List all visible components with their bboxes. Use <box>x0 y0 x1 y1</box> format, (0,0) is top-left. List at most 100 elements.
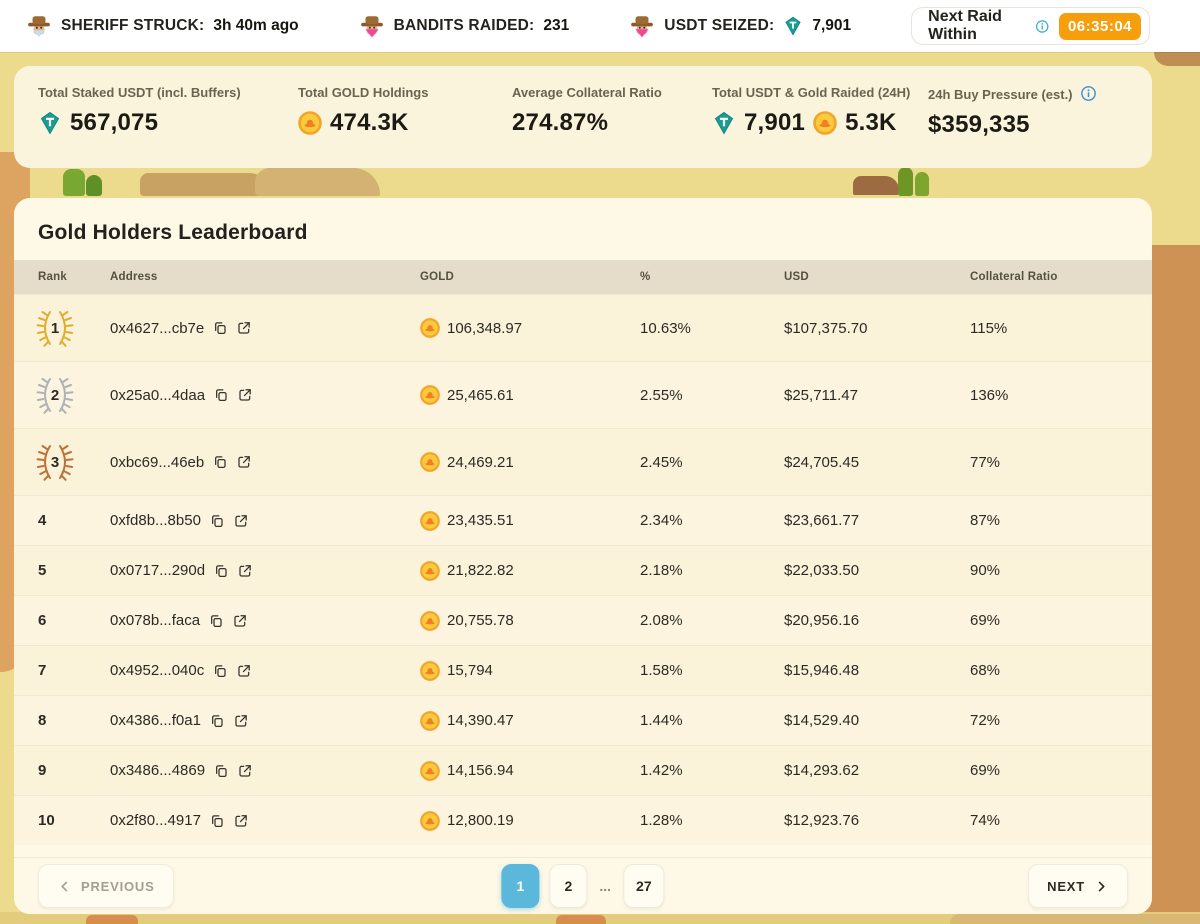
usd-cell: $15,946.48 <box>784 662 860 679</box>
cactus <box>63 169 85 196</box>
copy-icon[interactable] <box>212 320 228 336</box>
copy-icon[interactable] <box>208 613 224 629</box>
copy-icon[interactable] <box>213 563 229 579</box>
usd-cell: $23,661.77 <box>784 512 860 529</box>
collateral-ratio-cell: 136% <box>970 386 1009 404</box>
rank-number: 7 <box>38 662 47 679</box>
page-button[interactable]: 2 <box>549 864 588 908</box>
table-row: 7 0x4952...040c 15,794 1.58% $15,946.48 … <box>14 645 1152 695</box>
usdt-icon <box>38 111 62 135</box>
col-header-rank: Rank <box>38 271 67 283</box>
usd-cell: $24,705.45 <box>784 453 860 471</box>
table-row: 9 0x3486...4869 14,156.94 1.42% $14,293.… <box>14 745 1152 795</box>
gold-cell: 23,435.51 <box>420 511 640 531</box>
external-link-icon[interactable] <box>236 663 252 679</box>
rank-cell: 2 <box>38 373 110 417</box>
percent-cell: 1.44% <box>640 712 683 729</box>
gold-coin-icon <box>420 318 440 338</box>
leaderboard-title: Gold Holders Leaderboard <box>38 221 308 244</box>
external-link-icon[interactable] <box>233 513 249 529</box>
gold-coin-icon <box>298 111 322 135</box>
raid-countdown: 06:35:04 <box>1058 12 1141 40</box>
external-link-icon[interactable] <box>237 763 253 779</box>
percent-cell: 1.28% <box>640 812 683 829</box>
stat-value: 567,075 <box>70 109 159 136</box>
usdt-icon <box>783 16 803 36</box>
rank-cell: 3 <box>38 440 110 484</box>
external-link-icon[interactable] <box>236 320 252 336</box>
info-icon[interactable] <box>1080 85 1097 102</box>
copy-icon[interactable] <box>209 813 225 829</box>
table-row: 8 0x4386...f0a1 14,390.47 1.44% $14,529.… <box>14 695 1152 745</box>
stat-buy-pressure: 24h Buy Pressure (est.) $359,335 <box>928 85 1128 168</box>
sheriff-struck-value: 3h 40m ago <box>213 17 299 34</box>
usdt-icon <box>712 111 736 135</box>
page-button[interactable]: 1 <box>501 864 540 908</box>
rock <box>140 173 270 196</box>
external-link-icon[interactable] <box>233 813 249 829</box>
bandits-raided-value: 231 <box>543 17 570 34</box>
external-link-icon[interactable] <box>237 387 253 403</box>
next-label: NEXT <box>1047 878 1085 894</box>
wallet-address: 0x4627...cb7e <box>110 319 205 337</box>
sheriff-struck-label: SHERIFF STRUCK: <box>61 17 205 34</box>
page-button[interactable]: ... <box>597 864 613 908</box>
external-link-icon[interactable] <box>236 454 252 470</box>
rank-badge: 5 <box>38 549 82 593</box>
rank-badge: 9 <box>38 749 82 793</box>
page-button[interactable]: 27 <box>623 864 665 908</box>
stat-value: 474.3K <box>330 109 409 136</box>
collateral-ratio-cell: 68% <box>970 662 1001 679</box>
sheriff-icon <box>26 13 52 39</box>
leaderboard-header-row: Rank Address GOLD % USD Collateral Ratio <box>14 260 1152 294</box>
gold-coin-icon <box>420 761 440 781</box>
table-row: 5 0x0717...290d 21,822.82 2.18% $22,033.… <box>14 545 1152 595</box>
sheriff-struck-stat: SHERIFF STRUCK: 3h 40m ago <box>26 13 299 39</box>
gold-amount: 20,755.78 <box>447 612 514 629</box>
top-status-bar: SHERIFF STRUCK: 3h 40m ago BANDITS RAIDE… <box>0 0 1200 52</box>
previous-label: PREVIOUS <box>81 878 155 894</box>
gold-coin-icon <box>420 561 440 581</box>
rank-number: 4 <box>38 512 47 529</box>
copy-icon[interactable] <box>213 387 229 403</box>
stat-label-text: 24h Buy Pressure (est.) <box>928 87 1073 102</box>
stat-label: Total GOLD Holdings <box>298 85 429 100</box>
chevron-right-icon <box>1094 879 1109 894</box>
gold-amount: 15,794 <box>447 662 493 679</box>
next-page-button[interactable]: NEXT <box>1028 864 1128 908</box>
copy-icon[interactable] <box>212 663 228 679</box>
next-raid-label: Next Raid Within <box>928 8 1002 43</box>
gold-coin-icon <box>420 611 440 631</box>
copy-icon[interactable] <box>209 513 225 529</box>
bandits-raided-stat: BANDITS RAIDED: 231 <box>359 13 570 39</box>
usd-cell: $14,293.62 <box>784 762 860 779</box>
gold-cell: 24,469.21 <box>420 452 640 472</box>
rank-number: 3 <box>50 453 60 471</box>
table-row: 6 0x078b...faca 20,755.78 2.08% $20,956.… <box>14 595 1152 645</box>
desert-bottom-band <box>0 912 1200 924</box>
table-row: 10 0x2f80...4917 12,800.19 1.28% $12,923… <box>14 795 1152 845</box>
col-header-usd: USD <box>784 271 809 283</box>
external-link-icon[interactable] <box>237 563 253 579</box>
stat-value: 274.87% <box>512 109 609 136</box>
percent-cell: 1.58% <box>640 662 683 679</box>
rank-badge: 1 <box>33 306 77 350</box>
info-icon[interactable] <box>1035 17 1049 36</box>
wallet-address: 0x078b...faca <box>110 612 201 629</box>
address-cell: 0x4627...cb7e <box>110 320 420 337</box>
rank-badge: 3 <box>33 440 77 484</box>
wallet-address: 0xfd8b...8b50 <box>110 512 201 529</box>
copy-icon[interactable] <box>209 713 225 729</box>
rank-cell: 1 <box>38 306 110 350</box>
copy-icon[interactable] <box>212 454 228 470</box>
external-link-icon[interactable] <box>233 713 249 729</box>
rock <box>86 915 138 924</box>
collateral-ratio-cell: 90% <box>970 562 1001 579</box>
rock <box>255 168 380 196</box>
copy-icon[interactable] <box>213 763 229 779</box>
table-row: 1 0x4627...cb7e 106,348.97 10.63% $107,3… <box>14 294 1152 361</box>
external-link-icon[interactable] <box>232 613 248 629</box>
gold-amount: 23,435.51 <box>447 512 514 529</box>
stat-collateral-ratio: Average Collateral Ratio 274.87% <box>512 85 712 168</box>
previous-page-button[interactable]: PREVIOUS <box>38 864 174 908</box>
